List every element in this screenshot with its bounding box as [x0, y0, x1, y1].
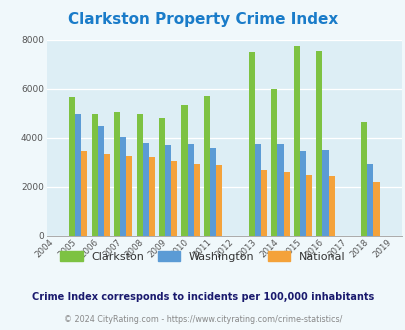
Bar — [248, 52, 254, 236]
Bar — [181, 105, 187, 236]
Text: © 2024 CityRating.com - https://www.cityrating.com/crime-statistics/: © 2024 CityRating.com - https://www.city… — [64, 315, 341, 324]
Bar — [75, 115, 81, 236]
Text: Clarkston Property Crime Index: Clarkston Property Crime Index — [68, 12, 337, 26]
Bar — [114, 112, 120, 236]
Bar — [367, 164, 373, 236]
Bar — [159, 118, 165, 236]
Bar — [193, 164, 199, 236]
Bar — [165, 145, 171, 236]
Bar — [293, 46, 299, 236]
Bar — [120, 137, 126, 236]
Bar — [136, 115, 142, 236]
Bar — [148, 157, 154, 236]
Bar — [299, 151, 305, 236]
Bar — [277, 144, 283, 236]
Bar — [215, 165, 222, 236]
Bar — [373, 182, 379, 236]
Bar — [103, 154, 109, 236]
Bar — [328, 176, 334, 236]
Bar — [91, 115, 97, 236]
Bar — [142, 143, 148, 236]
Bar — [283, 172, 289, 236]
Bar — [271, 89, 277, 236]
Bar — [203, 96, 209, 236]
Bar — [97, 125, 103, 236]
Bar — [360, 122, 367, 236]
Legend: Clarkston, Washington, National: Clarkston, Washington, National — [56, 247, 349, 267]
Bar — [305, 175, 311, 236]
Bar — [81, 151, 87, 236]
Bar — [254, 144, 260, 236]
Bar — [322, 150, 328, 236]
Bar — [126, 156, 132, 236]
Bar — [260, 170, 266, 236]
Text: Crime Index corresponds to incidents per 100,000 inhabitants: Crime Index corresponds to incidents per… — [32, 292, 373, 302]
Bar — [209, 148, 215, 236]
Bar — [69, 97, 75, 236]
Bar — [315, 50, 322, 236]
Bar — [171, 161, 177, 236]
Bar — [187, 144, 193, 236]
